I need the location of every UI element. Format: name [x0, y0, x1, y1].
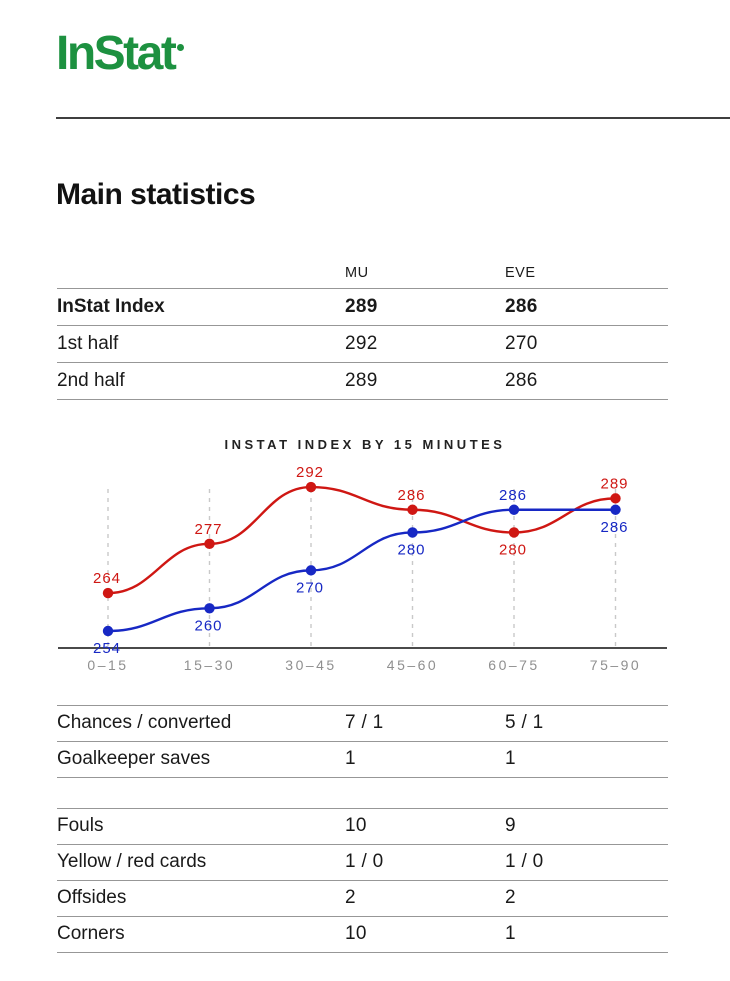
header-divider: [56, 117, 730, 119]
chances-table: Chances / converted 7 / 1 5 / 1 Goalkeep…: [57, 705, 668, 778]
mu-data-point: [508, 527, 520, 538]
table-row: InStat Index 289 286: [57, 289, 668, 326]
x-tick-label: 15–30: [184, 657, 235, 673]
team2-value: 2: [505, 887, 516, 908]
team1-value: 10: [345, 923, 367, 944]
eve-data-point: [102, 625, 114, 637]
row-label: InStat Index: [57, 296, 165, 317]
mu-series-line: [107, 485, 616, 595]
row-label: Offsides: [57, 887, 127, 908]
team1-value: 292: [345, 333, 378, 354]
mu-value-label: 277: [194, 521, 222, 538]
eve-data-point: [204, 603, 215, 614]
table-row: Offsides 2 2: [57, 881, 668, 917]
instat-index-table: MU EVE InStat Index 289 286 1st half 292…: [57, 260, 668, 400]
team2-column-header: EVE: [505, 265, 536, 281]
row-label: Goalkeeper saves: [57, 748, 211, 769]
x-tick-label: 30–45: [285, 657, 336, 673]
instat-index-chart: INSTAT INDEX BY 15 MINUTES 0–15 15–30 30–4…: [0, 430, 730, 685]
mu-data-point: [407, 504, 418, 515]
mu-data-point: [610, 493, 621, 504]
team1-value: 1: [345, 748, 356, 769]
row-label: Chances / converted: [57, 712, 232, 733]
team1-column-header: MU: [345, 265, 369, 281]
eve-data-point: [407, 527, 418, 538]
table-header: MU EVE: [57, 260, 668, 289]
team1-value: 1 / 0: [345, 851, 384, 872]
mu-value-label: 264: [93, 570, 121, 587]
team1-value: 289: [345, 370, 378, 391]
instat-logo-text: InStat: [56, 27, 177, 80]
row-label: Fouls: [57, 815, 104, 836]
line-chart-canvas: 0–15 15–30 30–45 45–60 60–75 75–90 264 277 292 28…: [58, 464, 667, 673]
team1-value: 2: [345, 887, 356, 908]
table-row: 2nd half 289 286: [57, 363, 668, 400]
eve-value-label: 254: [93, 640, 121, 657]
mu-value-label: 292: [296, 464, 324, 481]
row-label: 1st half: [57, 333, 119, 354]
page-title: Main statistics: [56, 178, 256, 211]
team2-value: 9: [505, 815, 516, 836]
x-tick-label: 75–90: [590, 657, 641, 673]
discipline-table: Fouls 10 9 Yellow / red cards 1 / 0 1 / …: [57, 808, 668, 953]
logo-dot-icon: [177, 44, 185, 51]
table-row: Fouls 10 9: [57, 809, 668, 845]
row-label: 2nd half: [57, 370, 125, 391]
table-row: Yellow / red cards 1 / 0 1 / 0: [57, 845, 668, 881]
team1-value: 10: [345, 815, 367, 836]
mu-data-point: [204, 538, 215, 550]
eve-value-label: 280: [397, 541, 425, 558]
eve-data-point: [610, 504, 621, 515]
team2-value: 286: [505, 370, 538, 391]
instat-logo: InStat: [56, 26, 185, 81]
row-label: Corners: [57, 923, 125, 944]
mu-value-label: 289: [600, 475, 628, 492]
header-spacer: [57, 260, 345, 288]
team2-value: 1 / 0: [505, 851, 544, 872]
eve-series-line: [107, 508, 616, 633]
team2-value: 286: [505, 296, 538, 317]
eve-value-label: 260: [194, 617, 222, 634]
eve-data-point: [305, 565, 317, 576]
eve-value-label: 286: [600, 519, 628, 536]
mu-data-point: [102, 587, 114, 599]
x-tick-label: 60–75: [488, 657, 539, 673]
team2-value: 270: [505, 333, 538, 354]
mu-data-point: [305, 481, 317, 493]
mu-value-label: 286: [397, 487, 425, 504]
mu-value-label: 280: [499, 541, 527, 558]
row-label: Yellow / red cards: [57, 851, 207, 872]
eve-value-label: 270: [296, 579, 324, 596]
x-tick-label: 45–60: [387, 657, 438, 673]
team2-value: 5 / 1: [505, 712, 544, 733]
team2-value: 1: [505, 923, 516, 944]
team1-value: 289: [345, 296, 378, 317]
team2-value: 1: [505, 748, 516, 769]
table-row: Corners 10 1: [57, 917, 668, 953]
x-tick-label: 0–15: [87, 657, 128, 673]
chart-title: INSTAT INDEX BY 15 MINUTES: [224, 437, 506, 452]
eve-data-point: [508, 504, 520, 515]
table-row: 1st half 292 270: [57, 326, 668, 363]
eve-value-label: 286: [499, 487, 527, 504]
table-row: Chances / converted 7 / 1 5 / 1: [57, 706, 668, 742]
table-row: Goalkeeper saves 1 1: [57, 742, 668, 778]
team1-value: 7 / 1: [345, 712, 384, 733]
